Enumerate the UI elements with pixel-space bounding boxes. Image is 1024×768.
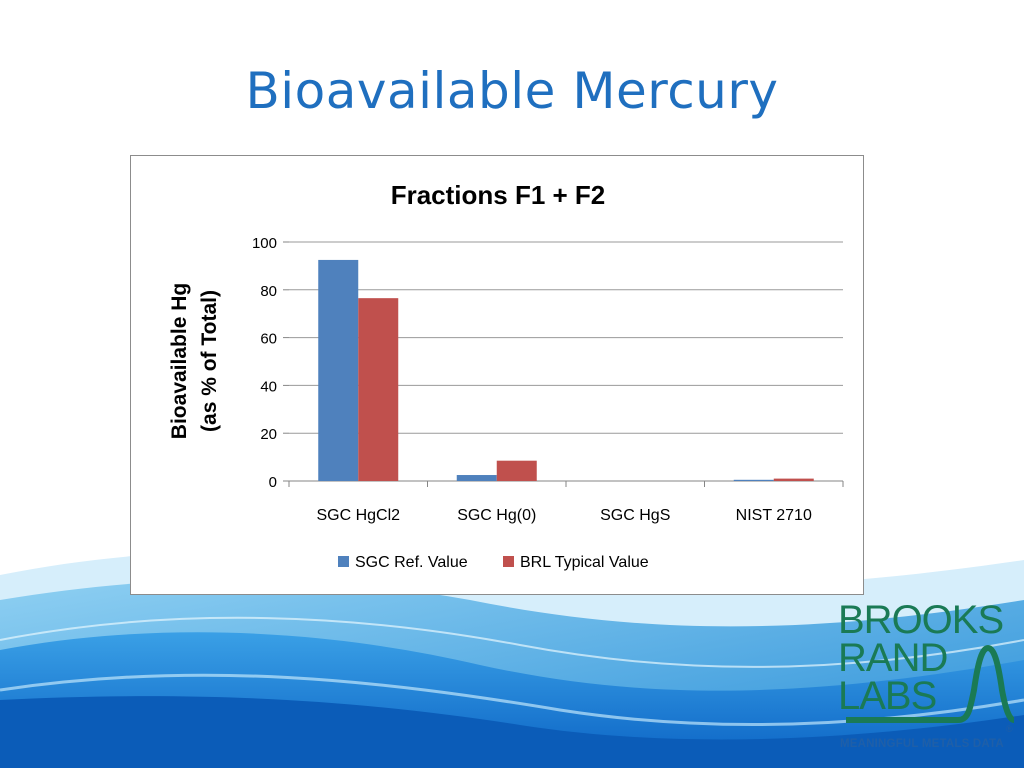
- logo-text-line-3: LABS: [838, 674, 937, 718]
- x-tick-label-1: SGC Hg(0): [457, 507, 536, 524]
- y-axis-label-line-2: (as % of Total): [198, 290, 221, 432]
- bar-1-0: [318, 259, 359, 481]
- slide-title: Bioavailable Mercury: [245, 62, 779, 120]
- y-tick-label-0: 0: [269, 474, 277, 491]
- x-tick-label-0: SGC HgCl2: [316, 507, 400, 524]
- y-tick-label-60: 60: [260, 331, 277, 348]
- x-tick-label-2: SGC HgS: [600, 507, 670, 524]
- logo-tagline: MEANINGFUL METALS DATA: [840, 738, 1004, 750]
- logo-text-line-2: RAND: [838, 636, 948, 680]
- bar-1-1: [456, 475, 497, 481]
- company-logo: BROOKS RAND LABS ® MEANINGFUL METALS DAT…: [838, 600, 1018, 760]
- legend-label-2: BRL Typical Value: [520, 554, 649, 571]
- y-axis-label-line-1: Bioavailable Hg: [168, 283, 191, 439]
- x-tick-label-3: NIST 2710: [736, 507, 812, 524]
- y-tick-label-80: 80: [260, 283, 277, 300]
- chart-frame: Fractions F1 + F2 0 20 40 60 80 100 Bioavailabl…: [130, 155, 864, 595]
- bar-2-0: [358, 298, 399, 481]
- y-tick-label-40: 40: [260, 378, 277, 395]
- logo-text-line-1: BROOKS: [838, 598, 1004, 642]
- registered-mark: ®: [1006, 724, 1013, 734]
- legend-swatch-1: [338, 556, 349, 567]
- bar-2-1: [496, 460, 537, 481]
- bar-2-3: [773, 478, 814, 481]
- legend-label-1: SGC Ref. Value: [355, 554, 468, 571]
- chart-title: Fractions F1 + F2: [391, 180, 606, 210]
- legend-swatch-2: [503, 556, 514, 567]
- bar-1-3: [733, 479, 774, 481]
- y-tick-label-20: 20: [260, 426, 277, 443]
- y-tick-label-100: 100: [252, 235, 277, 252]
- bar-chart: Fractions F1 + F2 0 20 40 60 80 100 Bioavailabl…: [168, 180, 844, 571]
- logo-peak-icon: [846, 644, 1015, 723]
